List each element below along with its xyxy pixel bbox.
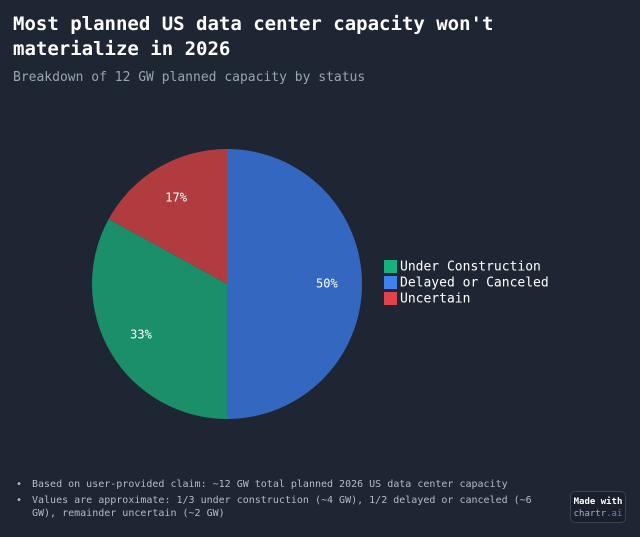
legend-label[interactable]: Delayed or Canceled <box>400 276 549 291</box>
slice-value-label: 50% <box>316 277 338 291</box>
legend-label[interactable]: Under Construction <box>400 260 541 275</box>
legend-label[interactable]: Uncertain <box>400 292 470 307</box>
pie-slice[interactable] <box>108 149 227 284</box>
footnote-item: Based on user-provided claim: ~12 GW tot… <box>16 478 556 491</box>
badge-brand-ext: .ai <box>606 509 623 519</box>
footnote-item: Values are approximate: 1/3 under constr… <box>16 494 556 520</box>
pie-slices <box>91 149 362 419</box>
slice-value-label: 33% <box>130 327 152 341</box>
chart-subtitle: Breakdown of 12 GW planned capacity by s… <box>13 70 366 85</box>
badge-made-with-text: Made with <box>573 497 623 507</box>
badge-brand: chartr.ai <box>571 508 625 520</box>
chart-title: Most planned US data center capacity won… <box>13 13 494 60</box>
pie-slice[interactable] <box>91 218 227 419</box>
slice-value-label: 17% <box>165 191 187 205</box>
legend-swatch <box>384 292 397 305</box>
footnotes: Based on user-provided claim: ~12 GW tot… <box>16 478 556 523</box>
pie-slice[interactable] <box>227 149 362 419</box>
badge-brand-name: chartr <box>573 509 607 519</box>
legend-swatch <box>384 276 397 289</box>
pie-slice-labels: 50% 33% 17% <box>130 191 338 342</box>
made-with-badge[interactable]: Made with chartr.ai <box>570 491 626 523</box>
legend-swatch <box>384 260 397 273</box>
